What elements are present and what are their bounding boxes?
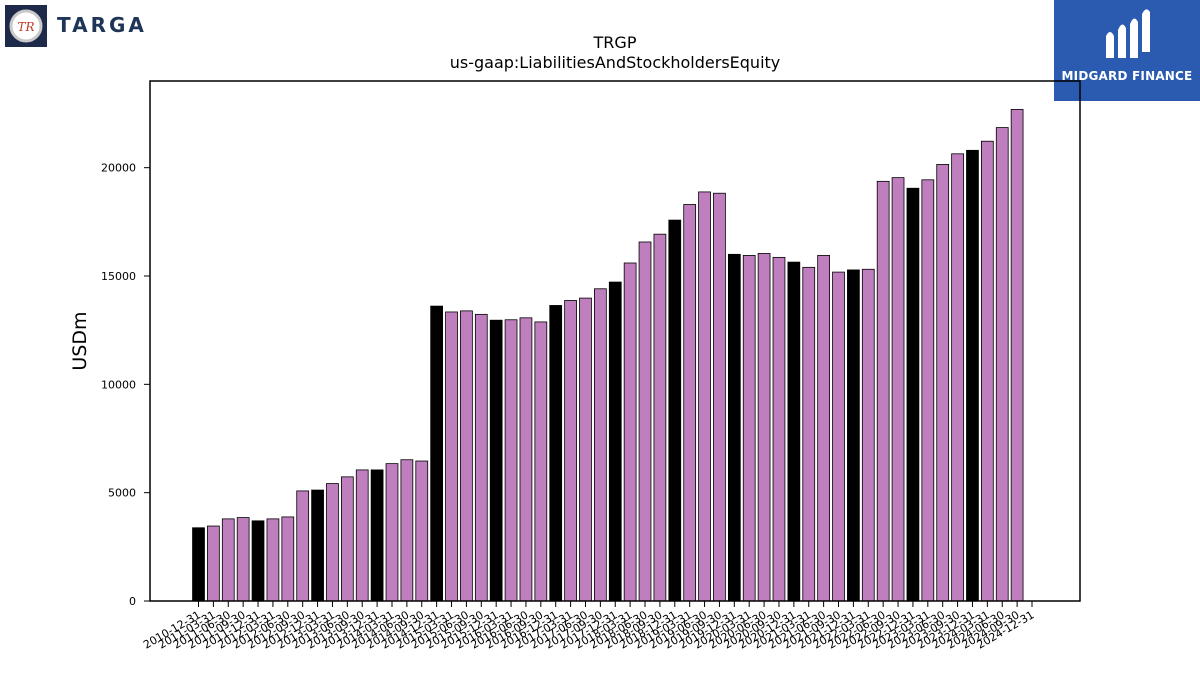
midgard-finance-logo: MIDGARD FINANCE [1054, 0, 1200, 101]
bar [891, 177, 905, 602]
bar [430, 305, 444, 602]
targa-wordmark: TARGA [57, 13, 147, 37]
bar [207, 525, 220, 602]
bar [623, 262, 637, 602]
bar [668, 219, 682, 602]
bar [727, 253, 741, 602]
bar [445, 311, 458, 602]
y-tick-label: 20000 [101, 162, 136, 175]
bar [251, 520, 265, 602]
bar [460, 310, 473, 602]
bar [817, 255, 830, 602]
bar [742, 255, 756, 602]
bar [683, 204, 697, 602]
bar [340, 476, 354, 602]
bar [370, 469, 384, 602]
bar [400, 459, 414, 602]
midgard-logo-mark [1106, 9, 1150, 59]
chart-subtitle: us-gaap:LiabilitiesAndStockholdersEquity [450, 53, 781, 72]
plot-area-frame [149, 80, 1081, 602]
svg-text:TR: TR [17, 20, 34, 34]
targa-logo-mark: TR [5, 5, 47, 47]
y-tick-label: 0 [129, 595, 136, 608]
bar [936, 164, 950, 602]
bar [802, 266, 816, 602]
bar [385, 463, 399, 602]
bar [847, 269, 860, 602]
bar [221, 518, 235, 602]
y-tick-label: 15000 [101, 270, 136, 283]
bar [876, 180, 890, 602]
bar [698, 191, 711, 602]
bar [906, 187, 920, 602]
bar [504, 319, 518, 602]
bar [236, 517, 250, 602]
bar [832, 271, 845, 602]
bar [579, 297, 592, 602]
y-axis-ticks: 0 5000 10000 15000 20000 [101, 162, 150, 608]
bar [608, 281, 622, 602]
targa-logo: TR TARGA [5, 5, 165, 47]
bar [980, 140, 994, 602]
bar [326, 483, 339, 602]
bar [638, 241, 652, 602]
bar [564, 300, 577, 602]
bar [311, 489, 324, 602]
bar [355, 469, 369, 602]
y-tick-label: 5000 [108, 487, 136, 500]
bar [713, 192, 726, 602]
bar [921, 179, 935, 602]
bar [266, 518, 280, 602]
bar [474, 313, 488, 602]
bar [534, 321, 548, 602]
bar [995, 127, 1009, 602]
bar [951, 153, 964, 602]
midgard-finance-name: MIDGARD FINANCE [1061, 69, 1193, 83]
bar [966, 149, 979, 602]
bar [296, 490, 310, 602]
bar [772, 256, 786, 602]
x-axis-ticks: 2010-12-312011-03-312011-06-302011-09-30… [141, 601, 1037, 652]
bar [415, 460, 429, 602]
chart-title: TRGP [593, 33, 637, 52]
bar [192, 527, 205, 602]
bar [281, 516, 295, 602]
bars-group [192, 108, 1024, 602]
bar [549, 305, 563, 602]
bar [787, 261, 801, 602]
bar [1010, 108, 1024, 602]
bar [489, 319, 503, 602]
bar [653, 233, 667, 602]
y-axis-label: USDm [69, 311, 91, 370]
bar [519, 317, 533, 602]
bar [861, 268, 875, 602]
y-tick-label: 10000 [101, 378, 136, 391]
bar [757, 253, 771, 602]
bar [594, 288, 607, 602]
